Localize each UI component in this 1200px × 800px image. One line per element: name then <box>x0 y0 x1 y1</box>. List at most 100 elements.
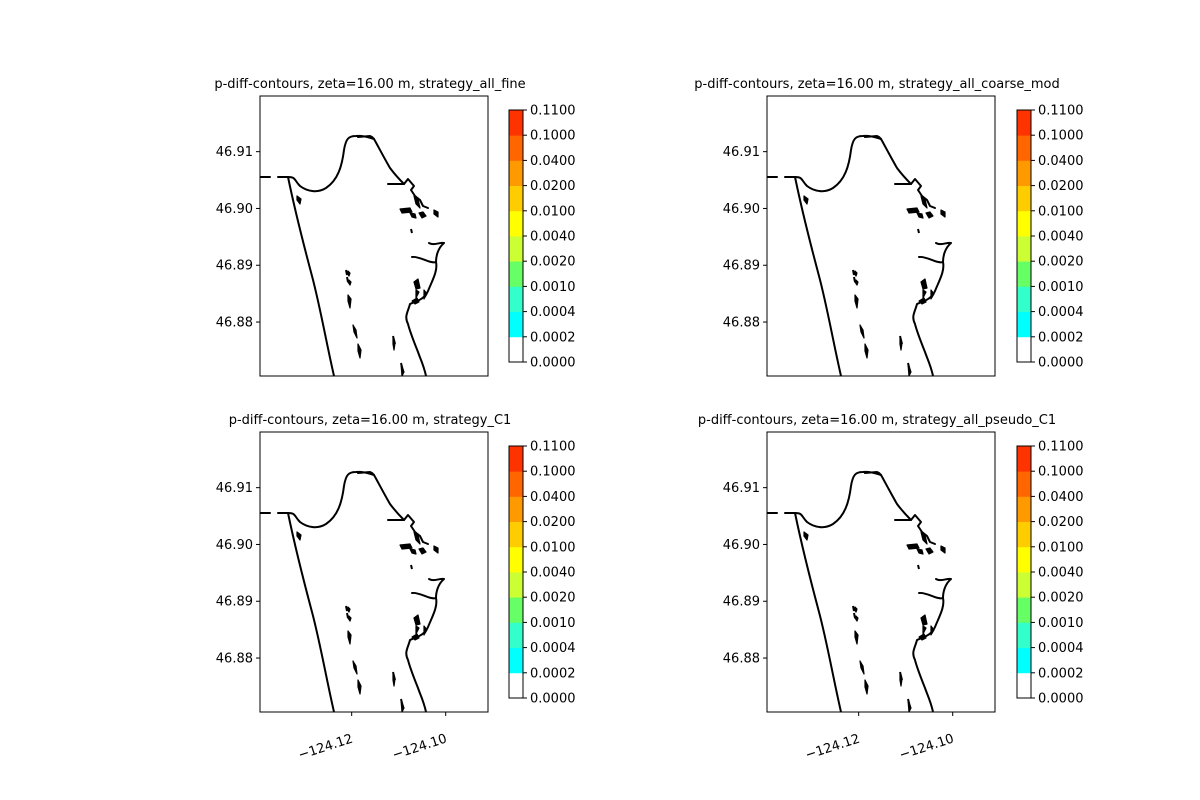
coastline-island <box>418 211 427 219</box>
coastline-segment <box>411 241 445 264</box>
y-tick-label: 46.88 <box>723 652 760 667</box>
colorbar-tick-label: 0.0020 <box>530 591 576 606</box>
coastline <box>767 470 952 712</box>
colorbar-band <box>509 521 523 548</box>
colorbar-tick-label: 0.0004 <box>530 641 576 656</box>
colorbar-band <box>1017 185 1031 212</box>
axes-frame <box>259 431 489 713</box>
colorbar: 0.0000 0.0002 0.0004 0.0010 0.0020 0.0040 0.01… <box>508 104 576 371</box>
y-tick-label: 46.88 <box>216 652 253 667</box>
colorbar-band <box>1017 210 1031 237</box>
colorbar-band <box>1017 286 1031 312</box>
colorbar-band <box>1017 261 1031 287</box>
coastline-segment <box>405 261 438 376</box>
colorbar-band <box>509 471 523 497</box>
axes-background <box>767 96 995 376</box>
colorbar-tick-label: 0.1000 <box>1038 129 1084 144</box>
colorbar-tick-label: 0.0040 <box>1038 566 1084 581</box>
coastline-island <box>357 679 362 695</box>
colorbar-band <box>1017 521 1031 548</box>
axes-frame <box>766 95 996 377</box>
colorbar-tick-label: 0.1000 <box>530 129 576 144</box>
coastline-segment <box>287 176 335 376</box>
colorbar-tick-label: 0.0004 <box>1038 305 1084 320</box>
coastline-segment <box>794 176 842 376</box>
colorbar-tick-label: 0.0040 <box>1038 230 1084 245</box>
coastline-fragment <box>345 605 348 612</box>
coastline-island <box>930 289 935 300</box>
colorbar-tick-label: 0.0020 <box>1038 591 1084 606</box>
colorbar: 0.0000 0.0002 0.0004 0.0010 0.0020 0.0040 0.01… <box>1016 104 1084 371</box>
coastline-island <box>352 324 358 339</box>
colorbar-tick-label: 0.0100 <box>530 204 576 219</box>
colorbar-tick-label: 0.0200 <box>1038 515 1084 530</box>
colorbar-tick-label: 0.1100 <box>530 440 576 455</box>
y-tick-label: 46.89 <box>723 259 760 274</box>
colorbar-band <box>509 286 523 312</box>
coastline-island <box>415 625 420 635</box>
coastline-fragment <box>907 698 911 708</box>
coastline-island <box>413 531 421 545</box>
colorbar-band <box>509 261 523 287</box>
colorbar-tick-label: 0.1000 <box>1038 465 1084 480</box>
colorbar-tick-label: 0.1100 <box>530 104 576 119</box>
coastline-island <box>940 209 946 218</box>
colorbar-band <box>1017 496 1031 522</box>
x-tick-label: −124.10 <box>898 732 956 764</box>
coastline-island <box>413 614 421 626</box>
coastline-fragment <box>392 335 396 345</box>
coastline-island <box>409 212 417 219</box>
y-tick-label: 46.91 <box>723 145 760 160</box>
coastline-fragment <box>899 335 903 345</box>
colorbar-tick-label: 0.1100 <box>1038 104 1084 119</box>
colorbar-tick-label: 0.0400 <box>530 154 576 169</box>
coastline-fragment <box>917 228 920 234</box>
colorbar-tick-label: 0.0010 <box>1038 280 1084 295</box>
coastline-island <box>925 211 934 219</box>
coastline-island <box>940 545 946 554</box>
coastline-fragment <box>917 564 920 570</box>
axes-background <box>260 432 488 712</box>
coastline-fragment <box>392 671 396 681</box>
coastline-segment <box>373 474 429 545</box>
colorbar-tick-label: 0.0400 <box>530 490 576 505</box>
colorbar-band <box>1017 236 1031 262</box>
map-panel: p-diff-contours, zeta=16.00 m, strategy_… <box>698 413 1084 763</box>
colorbar-band <box>1017 160 1031 186</box>
colorbar-band <box>509 311 523 338</box>
colorbar-tick-label: 0.1100 <box>1038 440 1084 455</box>
colorbar-band <box>509 236 523 262</box>
y-tick-label: 46.88 <box>216 316 253 331</box>
coastline-island <box>413 195 421 209</box>
coastline-segment <box>287 512 335 712</box>
colorbar-tick-label: 0.0010 <box>530 616 576 631</box>
colorbar-tick-label: 0.0004 <box>1038 641 1084 656</box>
colorbar-band <box>509 160 523 186</box>
colorbar-band <box>1017 336 1031 363</box>
colorbar-band <box>1017 647 1031 674</box>
x-tick-label: −124.12 <box>297 732 355 764</box>
coastline-island <box>916 212 924 219</box>
axes-frame <box>766 431 996 713</box>
panel-title: p-diff-contours, zeta=16.00 m, strategy_… <box>229 413 512 428</box>
colorbar-tick-label: 0.0020 <box>530 255 576 270</box>
colorbar-tick-label: 0.0000 <box>1038 356 1084 371</box>
colorbar-band <box>1017 110 1031 136</box>
colorbar-band <box>1017 471 1031 497</box>
coastline-segment <box>880 474 936 545</box>
coastline-island <box>423 625 428 636</box>
coastline-island <box>803 195 809 205</box>
y-tick-label: 46.89 <box>216 259 253 274</box>
colorbar-tick-label: 0.0040 <box>530 566 576 581</box>
map-panel: p-diff-contours, zeta=16.00 m, strategy_… <box>216 413 576 763</box>
coastline-fragment <box>899 671 903 681</box>
colorbar-tick-label: 0.0400 <box>1038 490 1084 505</box>
map-panel: p-diff-contours, zeta=16.00 m, strategy_… <box>214 77 576 377</box>
colorbar-tick-label: 0.0000 <box>1038 692 1084 707</box>
coastline-segment <box>918 577 952 600</box>
colorbar-tick-label: 0.0000 <box>530 692 576 707</box>
axes-frame <box>259 95 489 377</box>
y-tick-label: 46.89 <box>216 595 253 610</box>
x-tick-label: −124.10 <box>391 732 449 764</box>
colorbar-tick-label: 0.1000 <box>530 465 576 480</box>
